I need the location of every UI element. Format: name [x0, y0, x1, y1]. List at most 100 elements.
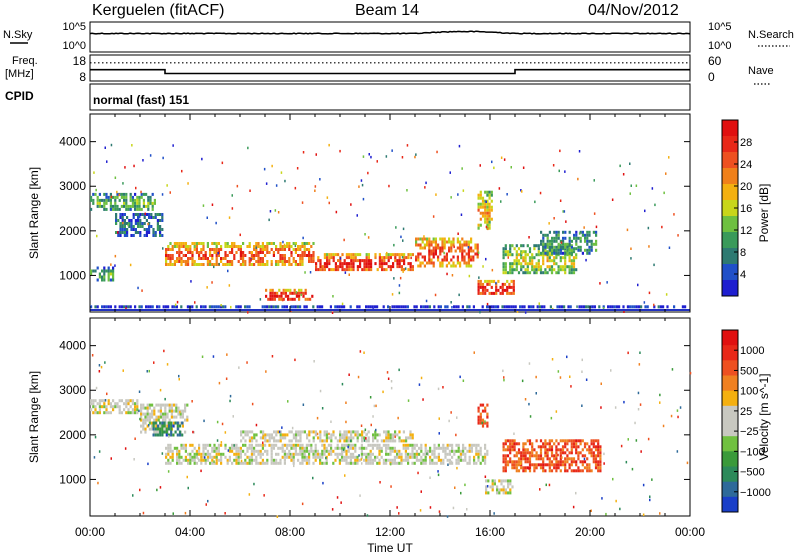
echo-cell — [228, 446, 231, 450]
echo-cell — [568, 259, 571, 263]
echo-cell — [411, 265, 414, 269]
echo-cell — [139, 213, 142, 216]
echo-cell — [548, 230, 551, 234]
echo-cell — [464, 446, 467, 450]
echo-cell — [253, 248, 256, 251]
echo-cell — [251, 439, 254, 443]
echo-cell — [568, 439, 571, 443]
echo-cell — [281, 254, 284, 257]
echo-cell — [426, 305, 429, 309]
echo-cell — [432, 261, 435, 265]
echo-cell — [107, 269, 110, 273]
echo-cell — [159, 424, 162, 428]
echo-cell — [137, 225, 140, 228]
echo-cell — [459, 240, 462, 244]
echo-cell — [264, 248, 267, 251]
echo-cell — [156, 228, 159, 231]
echo-cell — [310, 257, 313, 260]
echo-cell — [293, 291, 296, 295]
echo-scatter-point — [451, 306, 453, 309]
echo-scatter-point — [319, 389, 322, 393]
echo-scatter-point — [611, 198, 614, 201]
echo-cell — [481, 205, 485, 209]
echo-cell — [588, 463, 591, 467]
echo-cell — [363, 268, 366, 272]
echo-cell — [279, 254, 282, 257]
echo-cell — [531, 448, 534, 452]
echo-cell — [361, 433, 364, 437]
echo-cell — [398, 253, 401, 257]
echo-scatter-point — [313, 360, 315, 363]
echo-cell — [504, 491, 507, 495]
echo-cell — [430, 258, 433, 262]
echo-cell — [157, 403, 160, 407]
echo-cell — [349, 443, 352, 447]
echo-scatter-point — [590, 509, 592, 512]
echo-cell — [211, 455, 214, 459]
echo-cell — [332, 259, 335, 263]
echo-cell — [138, 195, 141, 199]
echo-cell — [136, 207, 139, 211]
echo-cell — [281, 263, 284, 266]
echo-cell — [144, 427, 147, 431]
echo-cell — [481, 214, 485, 218]
echo-cell — [178, 248, 181, 251]
echo-cell — [548, 259, 551, 263]
echo-cell — [404, 455, 407, 459]
echo-scatter-point — [686, 461, 689, 465]
echo-cell — [537, 445, 540, 449]
freq-series — [90, 68, 690, 75]
echo-cell — [92, 399, 95, 403]
echo-cell — [228, 455, 231, 459]
echo-cell — [228, 260, 231, 263]
echo-cell — [277, 439, 280, 443]
colorbar-swatch — [722, 232, 738, 249]
echo-cell — [148, 213, 151, 216]
echo-cell — [396, 461, 399, 465]
echo-scatter-point — [281, 426, 283, 429]
echo-cell — [509, 247, 512, 251]
echo-cell — [341, 452, 344, 456]
echo-cell — [272, 461, 275, 465]
echo-cell — [369, 455, 372, 459]
echo-cell — [98, 408, 101, 412]
echo-cell — [509, 460, 512, 464]
echo-cell — [455, 443, 458, 447]
echo-cell — [165, 260, 168, 263]
echo-scatter-point — [341, 382, 344, 386]
echo-scatter-point — [138, 390, 141, 393]
echo-cell — [283, 305, 286, 309]
echo-cell — [270, 449, 273, 453]
echo-cell — [477, 208, 480, 212]
echo-cell — [558, 305, 561, 309]
echo-cell — [441, 264, 444, 268]
echo-cell — [123, 225, 126, 228]
echo-cell — [239, 245, 242, 248]
echo-cell — [426, 243, 429, 247]
echo-cell — [202, 449, 205, 453]
echo-cell — [270, 452, 273, 456]
echo-cell — [288, 430, 291, 434]
echo-cell — [415, 255, 418, 259]
echo-cell — [415, 305, 418, 309]
echo-cell — [259, 461, 262, 465]
echo-cell — [404, 452, 407, 456]
echo-cell — [266, 433, 269, 437]
echo-cell — [500, 482, 503, 486]
echo-cell — [136, 405, 139, 409]
echo-cell — [474, 246, 477, 250]
echo-cell — [570, 248, 573, 252]
echo-cell — [443, 243, 446, 247]
echo-cell — [338, 446, 341, 450]
echo-cell — [215, 461, 218, 465]
echo-scatter-point — [452, 506, 455, 510]
echo-cell — [448, 249, 451, 253]
echo-cell — [275, 458, 278, 462]
echo-cell — [352, 452, 355, 456]
colorbar-swatch — [722, 436, 738, 452]
echo-scatter-point — [653, 303, 655, 307]
echo-scatter-point — [406, 144, 409, 147]
echo-cell — [327, 443, 330, 447]
echo-cell — [96, 266, 99, 270]
echo-cell — [566, 251, 569, 255]
